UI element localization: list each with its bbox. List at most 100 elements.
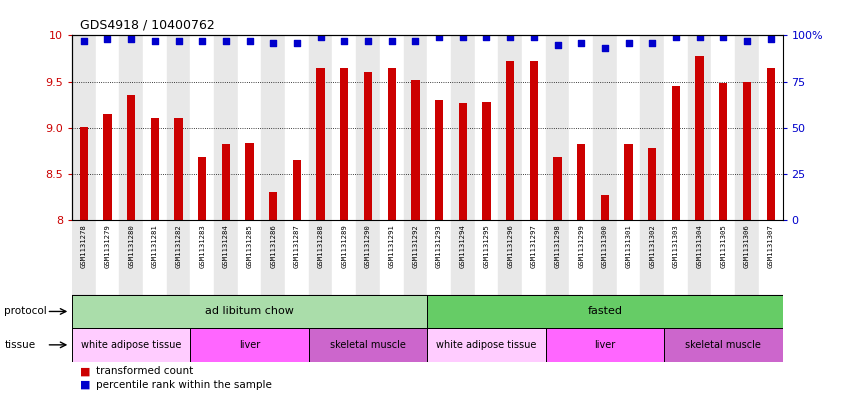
Text: GSM1131293: GSM1131293 <box>436 224 442 268</box>
Text: GSM1131306: GSM1131306 <box>744 224 750 268</box>
Point <box>456 34 470 40</box>
Bar <box>238 35 261 220</box>
Bar <box>380 220 404 295</box>
Bar <box>269 192 277 220</box>
Text: GSM1131280: GSM1131280 <box>128 224 135 268</box>
Point <box>693 34 706 40</box>
Point <box>243 38 256 44</box>
Bar <box>688 220 711 295</box>
Point <box>101 36 114 42</box>
Text: white adipose tissue: white adipose tissue <box>437 340 536 350</box>
Text: GSM1131300: GSM1131300 <box>602 224 608 268</box>
Bar <box>198 157 206 220</box>
Bar <box>759 220 783 295</box>
Bar <box>546 35 569 220</box>
Bar <box>356 220 380 295</box>
Bar <box>759 35 783 220</box>
Point <box>574 40 588 46</box>
Bar <box>735 220 759 295</box>
Bar <box>404 220 427 295</box>
Point <box>314 34 327 40</box>
Bar <box>261 35 285 220</box>
Bar <box>593 220 617 295</box>
Text: GSM1131295: GSM1131295 <box>483 224 490 268</box>
Bar <box>648 148 656 220</box>
Text: percentile rank within the sample: percentile rank within the sample <box>96 380 272 390</box>
Text: tissue: tissue <box>4 340 36 350</box>
Text: GSM1131284: GSM1131284 <box>222 224 229 268</box>
Text: ■: ■ <box>80 380 95 390</box>
Bar <box>96 35 119 220</box>
Bar <box>190 328 309 362</box>
Bar <box>435 100 443 220</box>
Bar <box>214 35 238 220</box>
Point <box>77 38 91 44</box>
Bar <box>593 35 617 220</box>
Text: skeletal muscle: skeletal muscle <box>330 340 406 350</box>
Text: skeletal muscle: skeletal muscle <box>685 340 761 350</box>
Bar <box>577 144 585 220</box>
Bar <box>546 328 664 362</box>
Bar <box>688 35 711 220</box>
Point <box>622 40 635 46</box>
Point <box>148 38 162 44</box>
Bar <box>427 35 451 220</box>
Text: white adipose tissue: white adipose tissue <box>81 340 181 350</box>
Text: GSM1131303: GSM1131303 <box>673 224 679 268</box>
Bar <box>285 35 309 220</box>
Bar <box>640 35 664 220</box>
Bar <box>711 220 735 295</box>
Bar <box>80 127 88 220</box>
Point <box>480 34 493 40</box>
Point <box>219 38 233 44</box>
Bar <box>309 35 332 220</box>
Bar <box>72 35 96 220</box>
Point <box>172 38 185 44</box>
Bar <box>72 295 427 328</box>
Bar <box>119 35 143 220</box>
Point <box>361 38 375 44</box>
Bar <box>103 114 112 220</box>
Bar <box>404 35 427 220</box>
Text: GSM1131296: GSM1131296 <box>507 224 514 268</box>
Point <box>385 38 398 44</box>
Bar <box>522 220 546 295</box>
Point <box>503 34 517 40</box>
Bar <box>332 220 356 295</box>
Text: GSM1131286: GSM1131286 <box>270 224 277 268</box>
Point <box>432 34 446 40</box>
Point <box>551 41 564 48</box>
Text: fasted: fasted <box>587 307 623 316</box>
Text: liver: liver <box>239 340 261 350</box>
Bar <box>735 35 759 220</box>
Text: protocol: protocol <box>4 307 47 316</box>
Bar <box>475 35 498 220</box>
Bar <box>309 328 427 362</box>
Point <box>669 34 683 40</box>
Bar <box>569 220 593 295</box>
Bar <box>214 220 238 295</box>
Text: GDS4918 / 10400762: GDS4918 / 10400762 <box>80 18 215 31</box>
Bar <box>664 220 688 295</box>
Text: ■: ■ <box>80 366 95 376</box>
Bar <box>743 82 751 220</box>
Text: GSM1131305: GSM1131305 <box>720 224 727 268</box>
Bar <box>530 61 538 220</box>
Text: GSM1131281: GSM1131281 <box>151 224 158 268</box>
Bar <box>711 35 735 220</box>
Bar <box>119 220 143 295</box>
Point <box>645 40 659 46</box>
Text: liver: liver <box>594 340 616 350</box>
Bar <box>640 220 664 295</box>
Bar <box>506 61 514 220</box>
Bar <box>72 220 96 295</box>
Text: GSM1131278: GSM1131278 <box>80 224 87 268</box>
Bar <box>143 35 167 220</box>
Text: GSM1131288: GSM1131288 <box>317 224 324 268</box>
Bar <box>664 35 688 220</box>
Text: GSM1131299: GSM1131299 <box>578 224 585 268</box>
Bar <box>309 220 332 295</box>
Text: GSM1131291: GSM1131291 <box>388 224 395 268</box>
Bar <box>143 220 167 295</box>
Bar <box>293 160 301 220</box>
